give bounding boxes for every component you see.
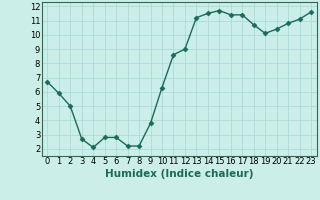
X-axis label: Humidex (Indice chaleur): Humidex (Indice chaleur) <box>105 169 253 179</box>
